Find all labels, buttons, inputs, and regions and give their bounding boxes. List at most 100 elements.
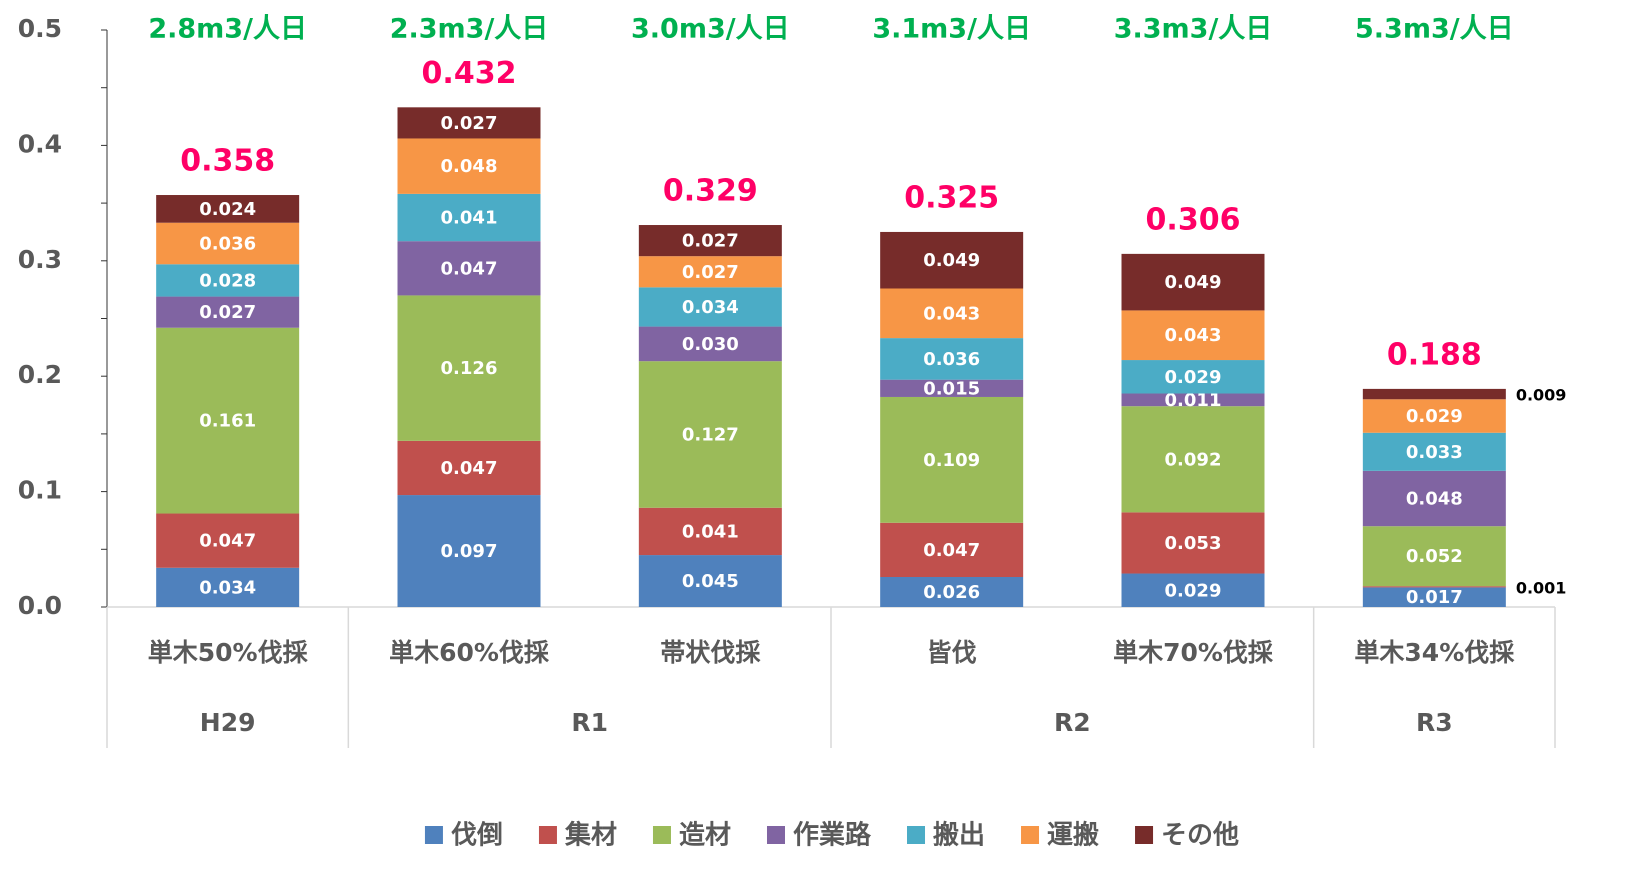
- data-label: 0.043: [923, 303, 980, 324]
- data-label: 0.049: [1165, 272, 1222, 293]
- y-tick-label: 0.0: [18, 591, 62, 620]
- data-label: 0.033: [1406, 442, 1463, 463]
- bar-segment: [880, 379, 1024, 397]
- productivity-label: 5.3m3/人日: [1355, 14, 1514, 45]
- bar-segment: [880, 231, 1024, 289]
- bar-segment: [1121, 406, 1265, 513]
- data-label: 0.015: [923, 378, 980, 399]
- legend-swatch: [907, 826, 926, 844]
- bar-segment: [156, 264, 300, 297]
- group-label: R3: [1416, 708, 1453, 737]
- x-tick-label: 単木60%伐採: [389, 638, 550, 667]
- legend-label: 作業路: [793, 820, 872, 851]
- data-label: 0.097: [441, 541, 498, 562]
- total-label: 0.358: [180, 144, 275, 179]
- bar-segment: [638, 256, 782, 288]
- bar-segment: [1121, 253, 1265, 311]
- bar-segment: [1362, 388, 1506, 400]
- data-label: 0.041: [682, 521, 739, 542]
- x-tick-label: 単木34%伐採: [1354, 638, 1515, 667]
- data-label: 0.001: [1516, 579, 1567, 598]
- bar-segment: [397, 295, 541, 441]
- data-label: 0.030: [682, 334, 739, 355]
- bar-segment: [156, 567, 300, 607]
- legend-swatch: [652, 826, 671, 844]
- bar-segment: [397, 241, 541, 296]
- data-label: 0.027: [682, 231, 739, 252]
- legend-swatch: [1135, 826, 1154, 844]
- x-tick-label: 皆伐: [927, 638, 977, 667]
- data-label: 0.017: [1406, 587, 1463, 608]
- legend-label: 伐倒: [451, 821, 503, 851]
- bar-segment: [1362, 432, 1506, 471]
- data-label: 0.029: [1165, 580, 1222, 601]
- legend-swatch: [538, 826, 557, 844]
- data-label: 0.161: [199, 411, 256, 432]
- data-label: 0.036: [199, 233, 256, 254]
- data-label: 0.041: [441, 208, 498, 229]
- y-tick-label: 0.5: [18, 14, 62, 43]
- group-label: R2: [1054, 708, 1091, 737]
- data-label: 0.052: [1406, 546, 1463, 567]
- data-label: 0.048: [441, 156, 498, 177]
- data-label: 0.047: [441, 258, 498, 279]
- data-label: 0.011: [1165, 390, 1222, 411]
- data-label: 0.027: [682, 262, 739, 283]
- data-label: 0.036: [923, 349, 980, 370]
- total-label: 0.329: [663, 174, 758, 209]
- group-label: H29: [200, 708, 256, 737]
- legend-label: 搬出: [933, 820, 985, 851]
- bar-segment: [880, 522, 1024, 577]
- bar-segment: [638, 326, 782, 362]
- bar-segment: [1121, 310, 1265, 361]
- legend-label: その他: [1161, 821, 1239, 851]
- bar-segment: [1362, 587, 1506, 607]
- x-tick-label: 帯状伐採: [660, 638, 761, 667]
- bar-segment: [1362, 399, 1506, 433]
- data-label: 0.027: [199, 302, 256, 323]
- data-label: 0.047: [199, 531, 256, 552]
- data-label: 0.029: [1406, 406, 1463, 427]
- x-tick-label: 単木50%伐採: [148, 638, 309, 667]
- total-label: 0.325: [904, 180, 999, 215]
- data-label: 0.109: [923, 450, 980, 471]
- bar-segment: [397, 495, 541, 607]
- data-label: 0.029: [1165, 367, 1222, 388]
- bar-segment: [880, 338, 1024, 380]
- bar-segment: [1121, 393, 1265, 407]
- data-label: 0.045: [682, 571, 739, 592]
- bar-segment: [1121, 512, 1265, 574]
- bar-segment: [638, 361, 782, 508]
- bar-segment: [880, 576, 1024, 607]
- bar-segment: [156, 222, 300, 265]
- bar-segment: [638, 507, 782, 556]
- bar-segment: [880, 396, 1024, 523]
- data-label: 0.047: [923, 540, 980, 561]
- total-label: 0.188: [1387, 337, 1482, 372]
- bar-segment: [1362, 586, 1506, 588]
- y-tick-label: 0.2: [18, 360, 62, 389]
- bar-segment: [1121, 573, 1265, 607]
- bar-segment: [638, 287, 782, 327]
- data-label: 0.053: [1165, 533, 1222, 554]
- productivity-label: 3.1m3/人日: [872, 14, 1031, 45]
- productivity-label: 2.8m3/人日: [148, 14, 307, 45]
- data-label: 0.126: [441, 358, 498, 379]
- y-tick-label: 0.3: [18, 245, 62, 274]
- total-label: 0.432: [422, 56, 517, 91]
- legend-swatch: [1021, 826, 1040, 844]
- data-label: 0.024: [199, 199, 256, 220]
- productivity-label: 3.0m3/人日: [631, 14, 790, 45]
- legend-label: 運搬: [1047, 820, 1099, 851]
- bar-segment: [1362, 470, 1506, 527]
- data-label: 0.047: [441, 458, 498, 479]
- bar-segment: [638, 555, 782, 607]
- bar-segment: [397, 440, 541, 496]
- bar-segment: [156, 327, 300, 514]
- legend-label: 集材: [564, 820, 617, 851]
- data-label: 0.009: [1516, 386, 1567, 405]
- data-label: 0.027: [441, 113, 498, 134]
- legend-swatch: [424, 826, 443, 844]
- bar-segment: [156, 513, 300, 568]
